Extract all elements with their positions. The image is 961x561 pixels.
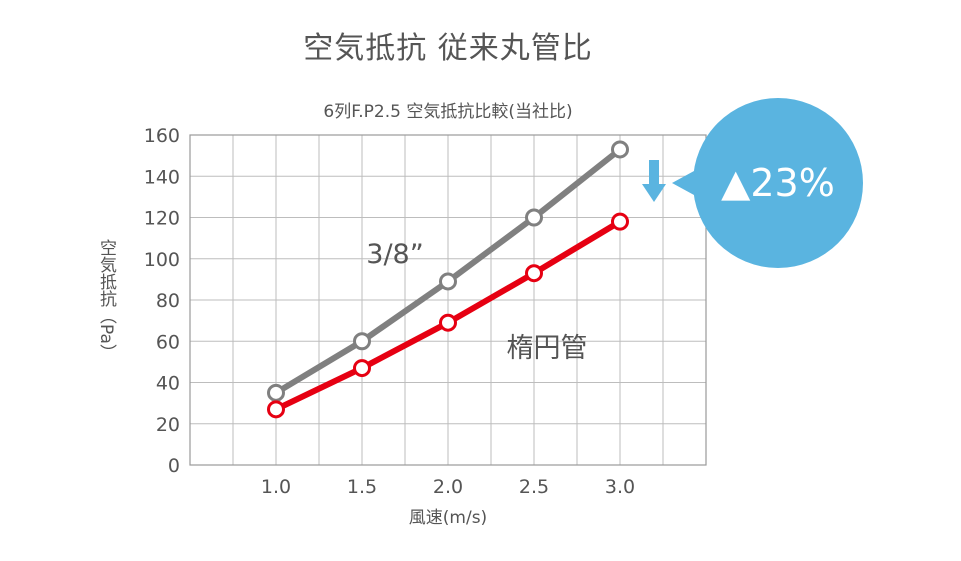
data-point xyxy=(525,208,543,227)
x-tick-label: 1.0 xyxy=(261,476,291,498)
series-label-round-tube: 3/8” xyxy=(366,239,423,270)
y-tick-label: 60 xyxy=(156,331,180,353)
data-point xyxy=(353,332,371,351)
x-axis-ticks: 1.0 1.5 2.0 2.5 3.0 xyxy=(261,476,635,498)
x-tick-label: 3.0 xyxy=(605,476,635,498)
y-tick-label: 40 xyxy=(156,373,180,395)
x-tick-label: 2.5 xyxy=(519,476,549,498)
data-point xyxy=(611,140,629,159)
reduction-percent: ▲23% xyxy=(721,161,835,205)
data-point xyxy=(525,264,543,283)
page-title: 空気抵抗 従来丸管比 xyxy=(303,31,593,66)
y-tick-label: 0 xyxy=(168,455,180,477)
reduction-callout: ▲23% xyxy=(672,98,863,268)
data-point xyxy=(267,383,285,402)
x-tick-label: 2.0 xyxy=(433,476,463,498)
callout-bubble xyxy=(693,98,863,268)
down-arrow-icon xyxy=(642,160,666,202)
plot-frame xyxy=(189,134,707,466)
data-point xyxy=(439,272,457,291)
y-tick-label: 140 xyxy=(144,166,180,188)
y-tick-label: 80 xyxy=(156,290,180,312)
chart-title: 6列F.P2.5 空気抵抗比較(当社比) xyxy=(323,102,572,122)
series xyxy=(267,140,629,419)
data-point xyxy=(439,313,457,332)
data-point xyxy=(353,359,371,378)
y-tick-label: 120 xyxy=(144,208,180,230)
data-point xyxy=(611,212,629,231)
y-tick-label: 100 xyxy=(144,249,180,271)
series-label-elliptical-tube: 楕円管 xyxy=(507,333,588,364)
x-axis-title: 風速(m/s) xyxy=(409,508,487,528)
y-axis-ticks: 0 20 40 60 80 100 120 140 160 xyxy=(144,125,180,477)
series-0 xyxy=(267,140,629,402)
y-axis-title: 空気抵抗（Pa） xyxy=(96,239,117,361)
x-tick-label: 1.5 xyxy=(347,476,377,498)
data-point xyxy=(267,400,285,419)
series-1 xyxy=(267,212,629,419)
grid xyxy=(190,135,706,465)
y-tick-label: 20 xyxy=(156,414,180,436)
y-tick-label: 160 xyxy=(144,125,180,147)
